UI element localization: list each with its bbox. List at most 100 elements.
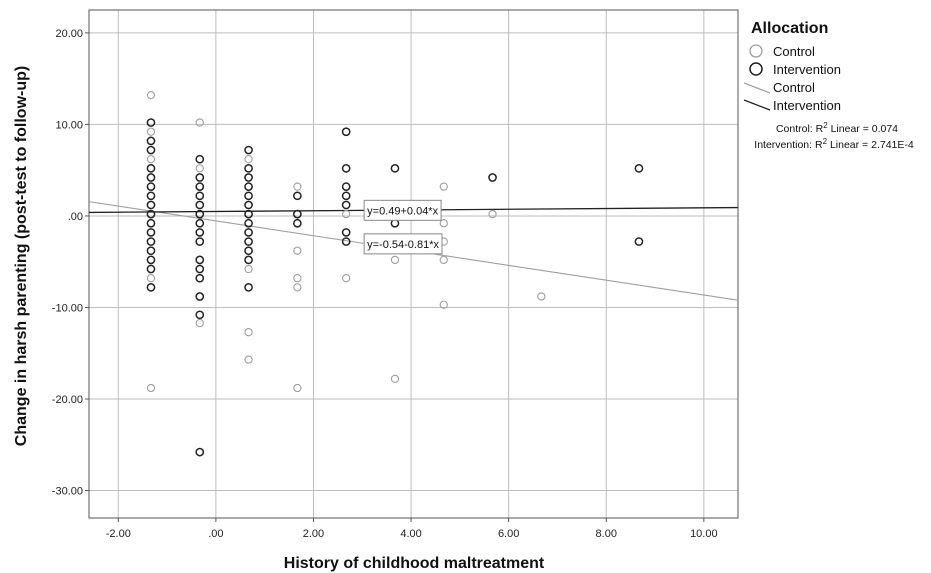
intervention-data-point	[244, 228, 253, 237]
y-axis-ticks: 20.00 10.00 .00 -10.00 -20.00 -30.00	[52, 28, 89, 498]
legend-intervention-line-label: Intervention	[773, 98, 841, 113]
intervention-r2-note: Intervention: R2 Linear = 2.741E-4	[754, 137, 914, 151]
intervention-fit-equation-group: y=0.49+0.04*x	[363, 199, 442, 221]
y-tick-label: .00	[68, 211, 83, 223]
intervention-data-point	[488, 173, 497, 182]
fit-equation-labels: y=-0.54-0.81*x y=0.49+0.04*x	[363, 199, 443, 255]
intervention-data-point	[293, 218, 302, 228]
intervention-data-point	[195, 200, 205, 210]
intervention-data-point	[195, 182, 205, 192]
intervention-data-point	[146, 209, 156, 219]
control-data-point	[244, 328, 253, 337]
control-fit-equation-box	[363, 233, 443, 255]
intervention-data-point	[146, 237, 156, 246]
control-data-point	[439, 255, 448, 265]
intervention-data-point	[195, 237, 205, 246]
data-points	[146, 90, 644, 457]
control-data-point	[244, 155, 253, 164]
control-data-point	[293, 246, 302, 255]
intervention-data-point	[244, 182, 253, 192]
y-tick-label: 10.00	[55, 119, 83, 131]
control-data-point	[195, 318, 204, 328]
intervention-data-point	[146, 145, 156, 155]
intervention-data-point	[244, 173, 253, 182]
control-data-point	[342, 209, 351, 219]
control-data-point	[146, 127, 156, 136]
y-tick-label: -10.00	[52, 302, 83, 314]
intervention-data-point	[634, 237, 644, 246]
intervention-data-point	[341, 200, 351, 210]
y-axis-title: Change in harsh parenting (post-test to …	[13, 66, 30, 446]
x-tick-label: 2.00	[303, 528, 324, 540]
intervention-data-point	[195, 273, 205, 283]
intervention-data-point	[341, 228, 351, 237]
x-tick-label: 8.00	[596, 528, 617, 540]
intervention-data-point	[293, 209, 302, 219]
intervention-data-point	[244, 246, 253, 256]
control-data-point	[293, 274, 302, 283]
legend-intervention-marker-label: Intervention	[773, 62, 841, 77]
intervention-data-point	[195, 264, 205, 274]
intervention-data-point	[195, 292, 205, 301]
intervention-data-point	[244, 218, 253, 228]
intervention-data-point	[195, 228, 205, 237]
intervention-data-point	[146, 246, 156, 256]
intervention-data-point	[195, 255, 205, 265]
control-data-point	[195, 164, 204, 173]
intervention-data-point	[341, 237, 351, 246]
control-data-point	[146, 274, 156, 283]
x-tick-label: 4.00	[400, 528, 421, 540]
intervention-data-point	[244, 200, 253, 210]
intervention-fit-equation-box	[363, 199, 442, 221]
x-tick-label: .00	[208, 528, 223, 540]
legend-intervention-line-icon	[743, 99, 771, 111]
control-data-point	[244, 264, 253, 274]
intervention-data-point	[146, 118, 156, 127]
intervention-data-point	[244, 255, 253, 265]
intervention-data-point	[146, 255, 156, 265]
intervention-data-point	[341, 191, 351, 201]
legend-control-marker-label: Control	[773, 44, 815, 59]
x-tick-label: 10.00	[690, 528, 718, 540]
legend-title: Allocation	[751, 20, 828, 37]
control-fit-equation: y=-0.54-0.81*x	[367, 239, 439, 251]
x-tick-label: 6.00	[498, 528, 519, 540]
x-axis-title: History of childhood maltreatment	[284, 555, 545, 572]
control-data-point	[293, 182, 302, 191]
control-fit-equation-group: y=-0.54-0.81*x	[363, 233, 443, 255]
intervention-data-point	[146, 282, 156, 292]
intervention-data-point	[634, 163, 644, 173]
intervention-data-point	[244, 209, 253, 219]
control-r2-note: Control: R2 Linear = 0.074	[776, 121, 898, 135]
intervention-data-point	[244, 163, 253, 173]
intervention-data-point	[146, 218, 156, 228]
control-data-point	[537, 292, 546, 301]
control-data-point	[244, 355, 253, 364]
intervention-data-point	[146, 163, 156, 173]
intervention-fit-equation: y=0.49+0.04*x	[367, 205, 438, 217]
intervention-data-point	[244, 191, 253, 201]
intervention-data-point	[195, 173, 205, 182]
y-tick-label: -30.00	[52, 486, 83, 498]
intervention-data-point	[146, 200, 156, 210]
intervention-data-point	[341, 182, 351, 192]
control-data-point	[488, 209, 497, 219]
intervention-data-point	[195, 154, 205, 164]
intervention-data-point	[293, 191, 302, 201]
legend-control-line-icon	[743, 82, 771, 94]
legend-intervention-marker-icon	[749, 62, 763, 76]
control-data-point	[342, 274, 351, 283]
x-axis-ticks: -2.00 .00 2.00 4.00 6.00 8.00 10.00	[106, 518, 718, 540]
intervention-data-point	[146, 173, 156, 182]
grid-lines	[89, 10, 738, 518]
intervention-data-point	[146, 228, 156, 237]
intervention-data-point	[195, 447, 205, 457]
intervention-data-point	[195, 191, 205, 201]
legend-control-marker-icon	[749, 44, 763, 58]
intervention-data-point	[341, 163, 351, 173]
control-data-point	[146, 90, 156, 100]
legend: Allocation Control Intervention Control …	[743, 20, 914, 151]
control-data-point	[293, 383, 302, 393]
intervention-data-point	[244, 145, 253, 155]
